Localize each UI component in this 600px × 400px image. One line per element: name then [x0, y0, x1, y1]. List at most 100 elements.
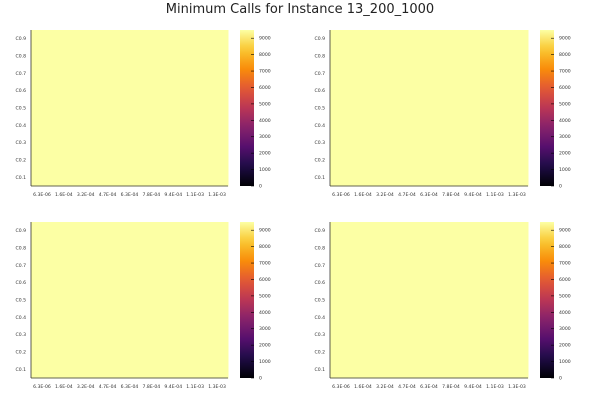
x-tick-label: 1.3E-03	[508, 384, 526, 390]
y-tick-label: C0.5	[15, 298, 26, 304]
heatmap-cell	[506, 239, 529, 258]
heatmap-cell	[74, 99, 98, 118]
heatmap-cell	[96, 64, 120, 83]
heatmap-cell	[440, 64, 463, 83]
heatmap-cell	[506, 256, 529, 275]
heatmap-cell	[140, 222, 163, 240]
heatmap-cell	[206, 360, 229, 379]
heatmap-cell	[118, 64, 141, 83]
heatmap-cell	[396, 82, 419, 100]
y-tick-label: C0.7	[314, 71, 325, 77]
colorbar-tick-label: 1000	[559, 167, 571, 173]
heatmap-cell	[440, 134, 463, 152]
heatmap-cell	[140, 308, 163, 327]
x-tick-label: 1.3E-03	[508, 192, 526, 198]
heatmap-cell	[330, 274, 353, 292]
heatmap-cell	[374, 99, 397, 118]
y-tick-label: C0.6	[314, 88, 325, 94]
heatmap-cell	[352, 99, 375, 118]
x-tick-label: 1.3E-03	[208, 384, 226, 390]
heatmap-cell	[96, 30, 120, 48]
heatmap-cell	[74, 360, 98, 379]
heatmap-cell	[462, 291, 485, 310]
heatmap-cell	[31, 151, 54, 170]
heatmap-cell	[140, 99, 163, 118]
colorbar-tick-label: 8000	[259, 52, 271, 58]
heatmap-cell	[440, 291, 463, 310]
heatmap-cell	[396, 222, 419, 240]
heatmap-cell	[52, 239, 76, 258]
x-tick-label: 1.6E-04	[55, 384, 73, 390]
heatmap-cell	[52, 134, 76, 152]
heatmap-cell	[330, 360, 353, 379]
heatmap-cell	[162, 168, 185, 187]
heatmap-cell	[31, 134, 54, 152]
heatmap-cell	[462, 82, 485, 100]
heatmap-cell	[484, 116, 507, 135]
heatmap-cell	[140, 360, 163, 379]
heatmap-cell	[440, 47, 463, 66]
x-tick-label: 6.3E-06	[33, 384, 51, 390]
heatmap-cell	[74, 82, 98, 100]
heatmap-cell	[118, 99, 141, 118]
heatmap-cell	[206, 99, 229, 118]
heatmap-cell	[96, 116, 120, 135]
heatmap-cell	[206, 239, 229, 258]
heatmap-cell	[184, 82, 207, 100]
heatmap-cell	[440, 343, 463, 362]
heatmap-cell	[462, 326, 485, 344]
heatmap-cell	[74, 30, 98, 48]
heatmap-cell	[396, 326, 419, 344]
heatmap-cell	[206, 343, 229, 362]
y-tick-label: C0.4	[15, 315, 26, 321]
heatmap-cell	[484, 222, 507, 240]
heatmap-cell	[352, 134, 375, 152]
y-tick-label: C0.4	[314, 123, 325, 129]
heatmap-cell	[440, 274, 463, 292]
heatmap-cell	[374, 30, 397, 48]
colorbar	[540, 222, 554, 378]
x-tick-label: 9.4E-04	[164, 384, 182, 390]
colorbar-tick-label: 3000	[559, 326, 571, 332]
x-tick-label: 1.1E-03	[186, 384, 204, 390]
heatmap-cell	[374, 222, 397, 240]
heatmap-cell	[418, 30, 441, 48]
y-tick-label: C0.9	[314, 228, 325, 234]
heatmap-cell	[484, 168, 507, 187]
colorbar-tick-label: 3000	[559, 134, 571, 140]
heatmap-cell	[462, 99, 485, 118]
heatmap-cell	[52, 99, 76, 118]
x-tick-label: 1.1E-03	[486, 384, 504, 390]
heatmap-cell	[484, 82, 507, 100]
colorbar-tick-label: 1000	[559, 359, 571, 365]
heatmap-cell	[352, 360, 375, 379]
heatmap-cell	[418, 360, 441, 379]
heatmap-cell	[52, 116, 76, 135]
heatmap-cell	[31, 99, 54, 118]
heatmap-cell	[330, 82, 353, 100]
heatmap-cell	[31, 30, 54, 48]
heatmap-cell	[352, 47, 375, 66]
y-tick-label: C0.3	[15, 140, 26, 146]
heatmap-cell	[162, 99, 185, 118]
heatmap-cell	[184, 47, 207, 66]
heatmap-cell	[96, 168, 120, 187]
heatmap-cell	[162, 291, 185, 310]
heatmap-cell	[96, 239, 120, 258]
heatmap-cell	[140, 239, 163, 258]
heatmap-cell	[118, 360, 141, 379]
heatmap-cell	[118, 82, 141, 100]
y-tick-label: C0.7	[314, 263, 325, 269]
heatmap-cell	[330, 343, 353, 362]
heatmap-cell	[162, 222, 185, 240]
heatmap-cell	[31, 360, 54, 379]
y-tick-label: C0.7	[15, 71, 26, 77]
colorbar-tick-label: 2000	[559, 343, 571, 349]
heatmap-cell	[374, 326, 397, 344]
y-tick-label: C0.6	[15, 88, 26, 94]
heatmap-cell	[31, 326, 54, 344]
heatmap-cell	[52, 64, 76, 83]
heatmap-cell	[31, 222, 54, 240]
y-tick-label: C0.1	[314, 367, 325, 373]
